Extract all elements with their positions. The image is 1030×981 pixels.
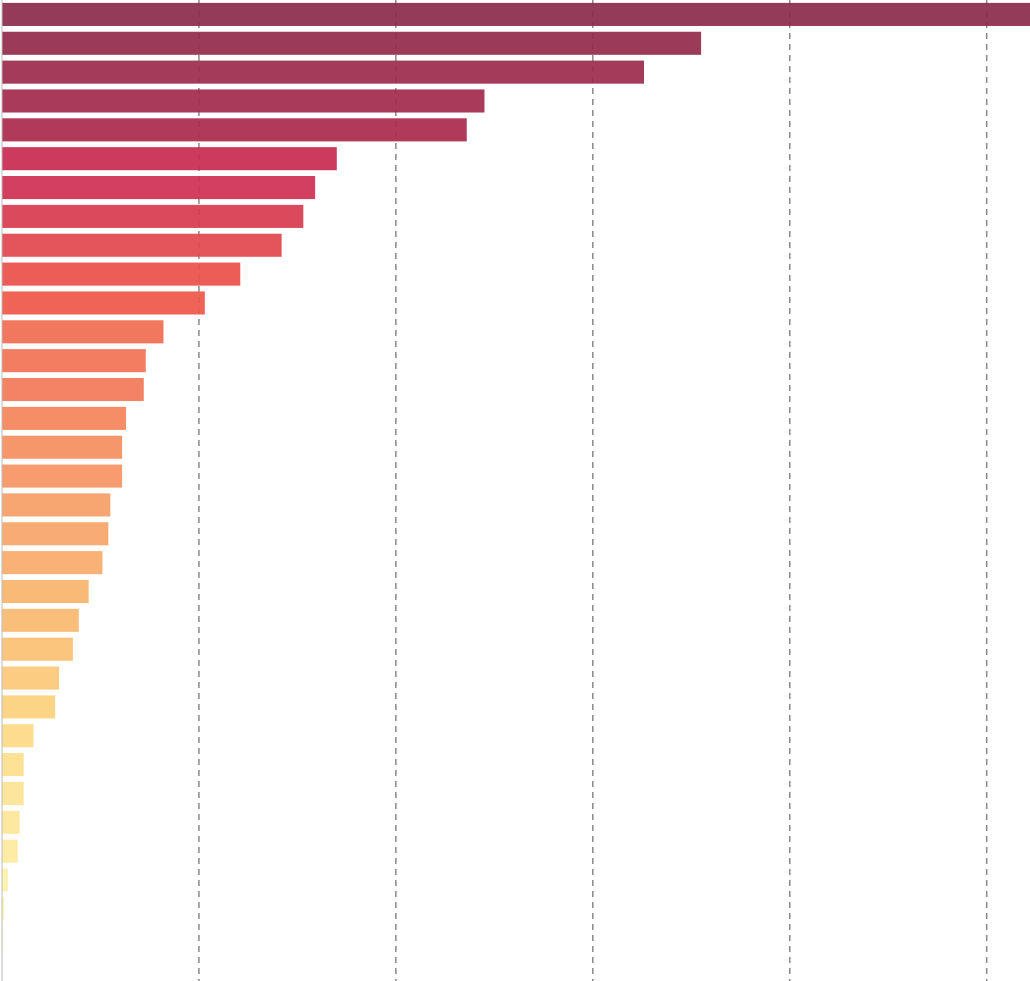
bar: [2, 868, 8, 892]
bar: [2, 753, 24, 777]
bar: [2, 31, 702, 55]
bar: [2, 551, 103, 575]
bar: [2, 608, 79, 632]
bar: [2, 637, 73, 661]
bar: [2, 810, 20, 834]
bar: [2, 839, 18, 863]
bar: [2, 666, 60, 690]
bar: [2, 349, 146, 373]
bar: [2, 435, 123, 459]
bar: [2, 897, 4, 921]
bar: [2, 579, 89, 604]
bar: [2, 60, 645, 84]
bar: [2, 320, 164, 344]
bar: [2, 724, 34, 748]
bar: [2, 233, 282, 257]
bar: [2, 493, 111, 517]
bar: [2, 118, 467, 142]
bar: [2, 2, 1030, 26]
bar: [2, 89, 485, 113]
bar: [2, 464, 123, 488]
bar: [2, 406, 127, 430]
bar: [2, 695, 56, 719]
bar: [2, 522, 109, 546]
bar: [2, 262, 241, 286]
bar: [2, 204, 304, 228]
bar: [2, 377, 144, 402]
bar: [2, 781, 24, 805]
bar: [2, 176, 316, 200]
bar: [2, 147, 337, 171]
bar: [2, 291, 205, 315]
